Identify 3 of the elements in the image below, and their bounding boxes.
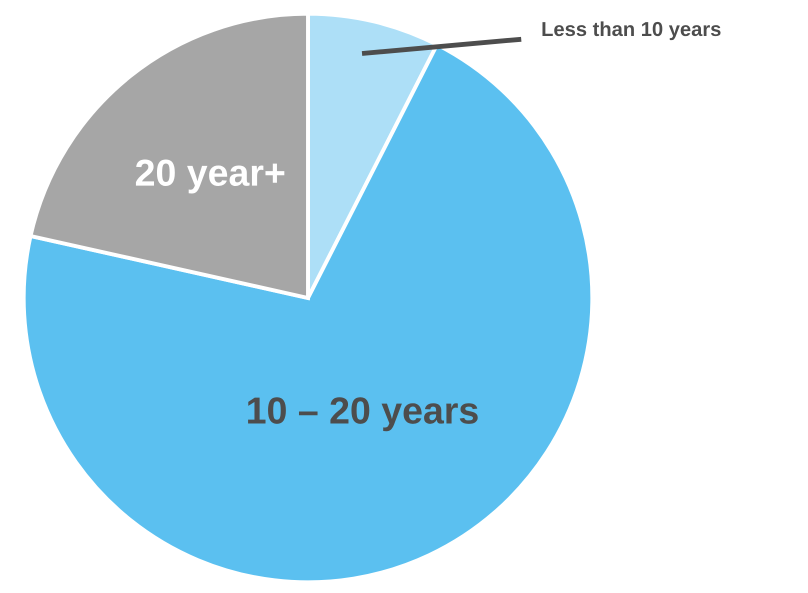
slice-label: 10 – 20 years [248, 397, 478, 432]
slice-label: 20 year+ [136, 159, 284, 194]
slice-label: Less than 10 years [542, 21, 721, 40]
